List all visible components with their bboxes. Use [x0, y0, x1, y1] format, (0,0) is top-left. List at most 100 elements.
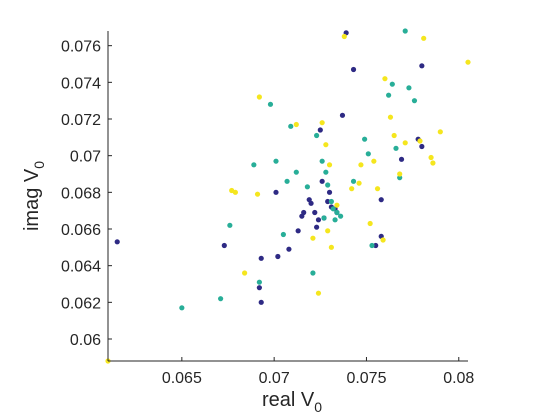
- x-tick-label: 0.07: [259, 370, 290, 387]
- y-axis-label-subscript: 0: [31, 161, 47, 169]
- scatter-point: [258, 299, 264, 305]
- scatter-point: [349, 186, 355, 192]
- scatter-point: [378, 197, 384, 203]
- scatter-point: [325, 228, 331, 234]
- scatter-point: [402, 140, 408, 146]
- scatter-point: [273, 189, 279, 195]
- scatter-point: [397, 171, 403, 177]
- scatter-point: [319, 158, 325, 164]
- x-axis-label: real V0: [262, 389, 322, 415]
- scatter-point: [310, 235, 316, 241]
- scatter-point: [286, 246, 292, 252]
- scatter-point: [179, 305, 185, 311]
- scatter-point: [323, 142, 329, 148]
- scatter-point: [350, 178, 357, 184]
- scatter-point: [319, 120, 325, 126]
- scatter-point: [293, 121, 299, 128]
- points-layer: [105, 28, 471, 364]
- scatter-point: [465, 59, 471, 65]
- scatter-point: [254, 191, 261, 197]
- scatter-point: [380, 237, 386, 243]
- x-tick-label: 0.08: [443, 370, 474, 387]
- scatter-point: [397, 175, 403, 181]
- scatter-point: [362, 136, 368, 142]
- scatter-point: [374, 186, 381, 192]
- scatter-point: [227, 222, 233, 228]
- scatter-point: [334, 202, 340, 208]
- scatter-point: [328, 198, 334, 205]
- scatter-point: [314, 132, 320, 139]
- y-tick-label: 0.06: [70, 332, 101, 349]
- scatter-point: [321, 215, 327, 221]
- scatter-point: [398, 156, 405, 162]
- scatter-point: [256, 285, 262, 291]
- scatter-point: [334, 209, 340, 216]
- scatter-point: [218, 296, 224, 302]
- scatter-point: [317, 127, 323, 133]
- scatter-point: [325, 198, 331, 205]
- scatter-point: [373, 242, 379, 249]
- scatter-point: [371, 158, 377, 164]
- scatter-point: [251, 162, 257, 168]
- y-tick-label: 0.066: [61, 222, 101, 239]
- scatter-point: [315, 217, 322, 223]
- scatter-point: [256, 94, 262, 100]
- scatter-point: [310, 270, 316, 276]
- y-tick-label: 0.074: [61, 75, 101, 92]
- scatter-point: [350, 66, 357, 73]
- scatter-point: [301, 209, 307, 216]
- scatter-point: [295, 228, 301, 234]
- scatter-point: [293, 169, 299, 175]
- scatter-point: [389, 81, 395, 87]
- scatter-point: [284, 178, 290, 184]
- scatter-point: [221, 242, 227, 249]
- scatter-point: [356, 180, 362, 186]
- scatter-point: [406, 85, 412, 91]
- scatter-point: [328, 244, 334, 250]
- scatter-point: [437, 129, 443, 135]
- x-tick-label: 0.065: [162, 370, 202, 387]
- scatter-point: [358, 162, 364, 168]
- scatter-point: [330, 206, 336, 212]
- scatter-point: [402, 28, 408, 34]
- y-tick-label: 0.076: [61, 39, 101, 56]
- scatter-point: [280, 231, 286, 238]
- scatter-point: [419, 143, 425, 150]
- scatter-point: [421, 35, 427, 41]
- x-tick-label: 0.075: [346, 370, 386, 387]
- scatter-point: [267, 101, 274, 107]
- scatter-point: [339, 112, 346, 118]
- scatter-point: [391, 132, 397, 139]
- y-tick-label: 0.062: [61, 295, 101, 312]
- scatter-point: [428, 154, 434, 161]
- scatter-point: [430, 160, 436, 166]
- scatter-series-3: [105, 33, 471, 364]
- scatter-point: [323, 169, 329, 175]
- scatter-point: [304, 184, 310, 190]
- scatter-point: [369, 242, 375, 249]
- scatter-point: [242, 270, 248, 276]
- y-axis-label: imag V0: [21, 161, 47, 231]
- scatter-point: [308, 200, 314, 206]
- scatter-point: [417, 138, 423, 144]
- scatter-point: [382, 76, 388, 82]
- scatter-point: [386, 92, 392, 98]
- y-tick-label: 0.072: [61, 112, 101, 129]
- scatter-point: [326, 189, 333, 195]
- scatter-point: [114, 239, 120, 245]
- scatter-point: [393, 145, 399, 151]
- y-tick-label: 0.07: [70, 149, 101, 166]
- scatter-point: [319, 178, 325, 184]
- scatter-point: [315, 290, 322, 296]
- scatter-point: [326, 162, 333, 168]
- scatter-point: [312, 209, 318, 216]
- scatter-point: [367, 220, 373, 227]
- x-ticks: 0.065 0.07 0.075 0.08: [162, 357, 474, 387]
- y-ticks: 0.06 0.062 0.064 0.066 0.068 0.07 0.072 0.074 0.…: [61, 39, 112, 349]
- scatter-point: [325, 182, 331, 188]
- scatter-point: [273, 158, 279, 164]
- y-tick-label: 0.064: [61, 259, 101, 276]
- scatter-point: [256, 279, 262, 285]
- scatter-point: [419, 63, 425, 69]
